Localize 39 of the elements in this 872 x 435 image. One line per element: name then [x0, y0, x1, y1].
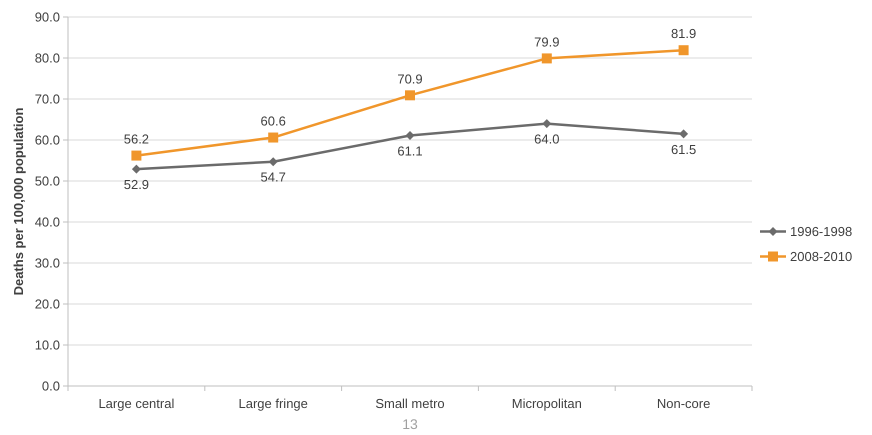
data-label: 60.6: [260, 114, 286, 129]
y-tick-label: 40.0: [34, 214, 60, 230]
data-label: 81.9: [670, 26, 696, 42]
point: [406, 130, 414, 140]
point: [679, 129, 688, 138]
data-label: 52.9: [124, 177, 150, 192]
point: [268, 132, 278, 143]
point: [678, 45, 689, 56]
data-label: 79.9: [534, 34, 560, 50]
x-tick-label: Non-core: [656, 396, 710, 411]
point: [542, 119, 552, 128]
x-tick-label: Small metro: [375, 396, 445, 411]
data-label: 70.9: [397, 71, 423, 86]
legend-label: 1996-1998: [790, 224, 852, 240]
y-tick-label: 60.0: [34, 132, 60, 148]
y-tick-label: 10.0: [34, 338, 60, 353]
y-tick-label: 0.0: [42, 378, 60, 394]
point: [405, 90, 415, 100]
y-tick-label: 50.0: [34, 174, 60, 189]
point: [131, 150, 142, 161]
y-tick-label: 30.0: [34, 256, 60, 271]
point: [132, 164, 141, 174]
x-tick-label: Large central: [98, 396, 174, 411]
y-tick-label: 20.0: [34, 296, 60, 312]
y-axis-title: Deaths per 100,000 population: [11, 108, 26, 296]
legend-label: 2008-2010: [790, 249, 852, 264]
point: [268, 157, 278, 166]
y-tick-label: 70.0: [34, 92, 60, 107]
y-tick-label: 80.0: [34, 50, 60, 66]
data-label: 61.1: [397, 143, 423, 158]
data-label: 64.0: [534, 132, 560, 147]
x-tick-label: Micropolitan: [512, 396, 582, 411]
y-tick-label: 90.0: [34, 10, 60, 25]
data-label: 54.7: [260, 170, 286, 185]
x-tick-label: Large fringe: [238, 396, 308, 411]
data-label: 61.5: [670, 142, 696, 157]
point: [542, 53, 552, 64]
data-label: 56.2: [124, 132, 150, 147]
text: 13: [402, 416, 418, 432]
